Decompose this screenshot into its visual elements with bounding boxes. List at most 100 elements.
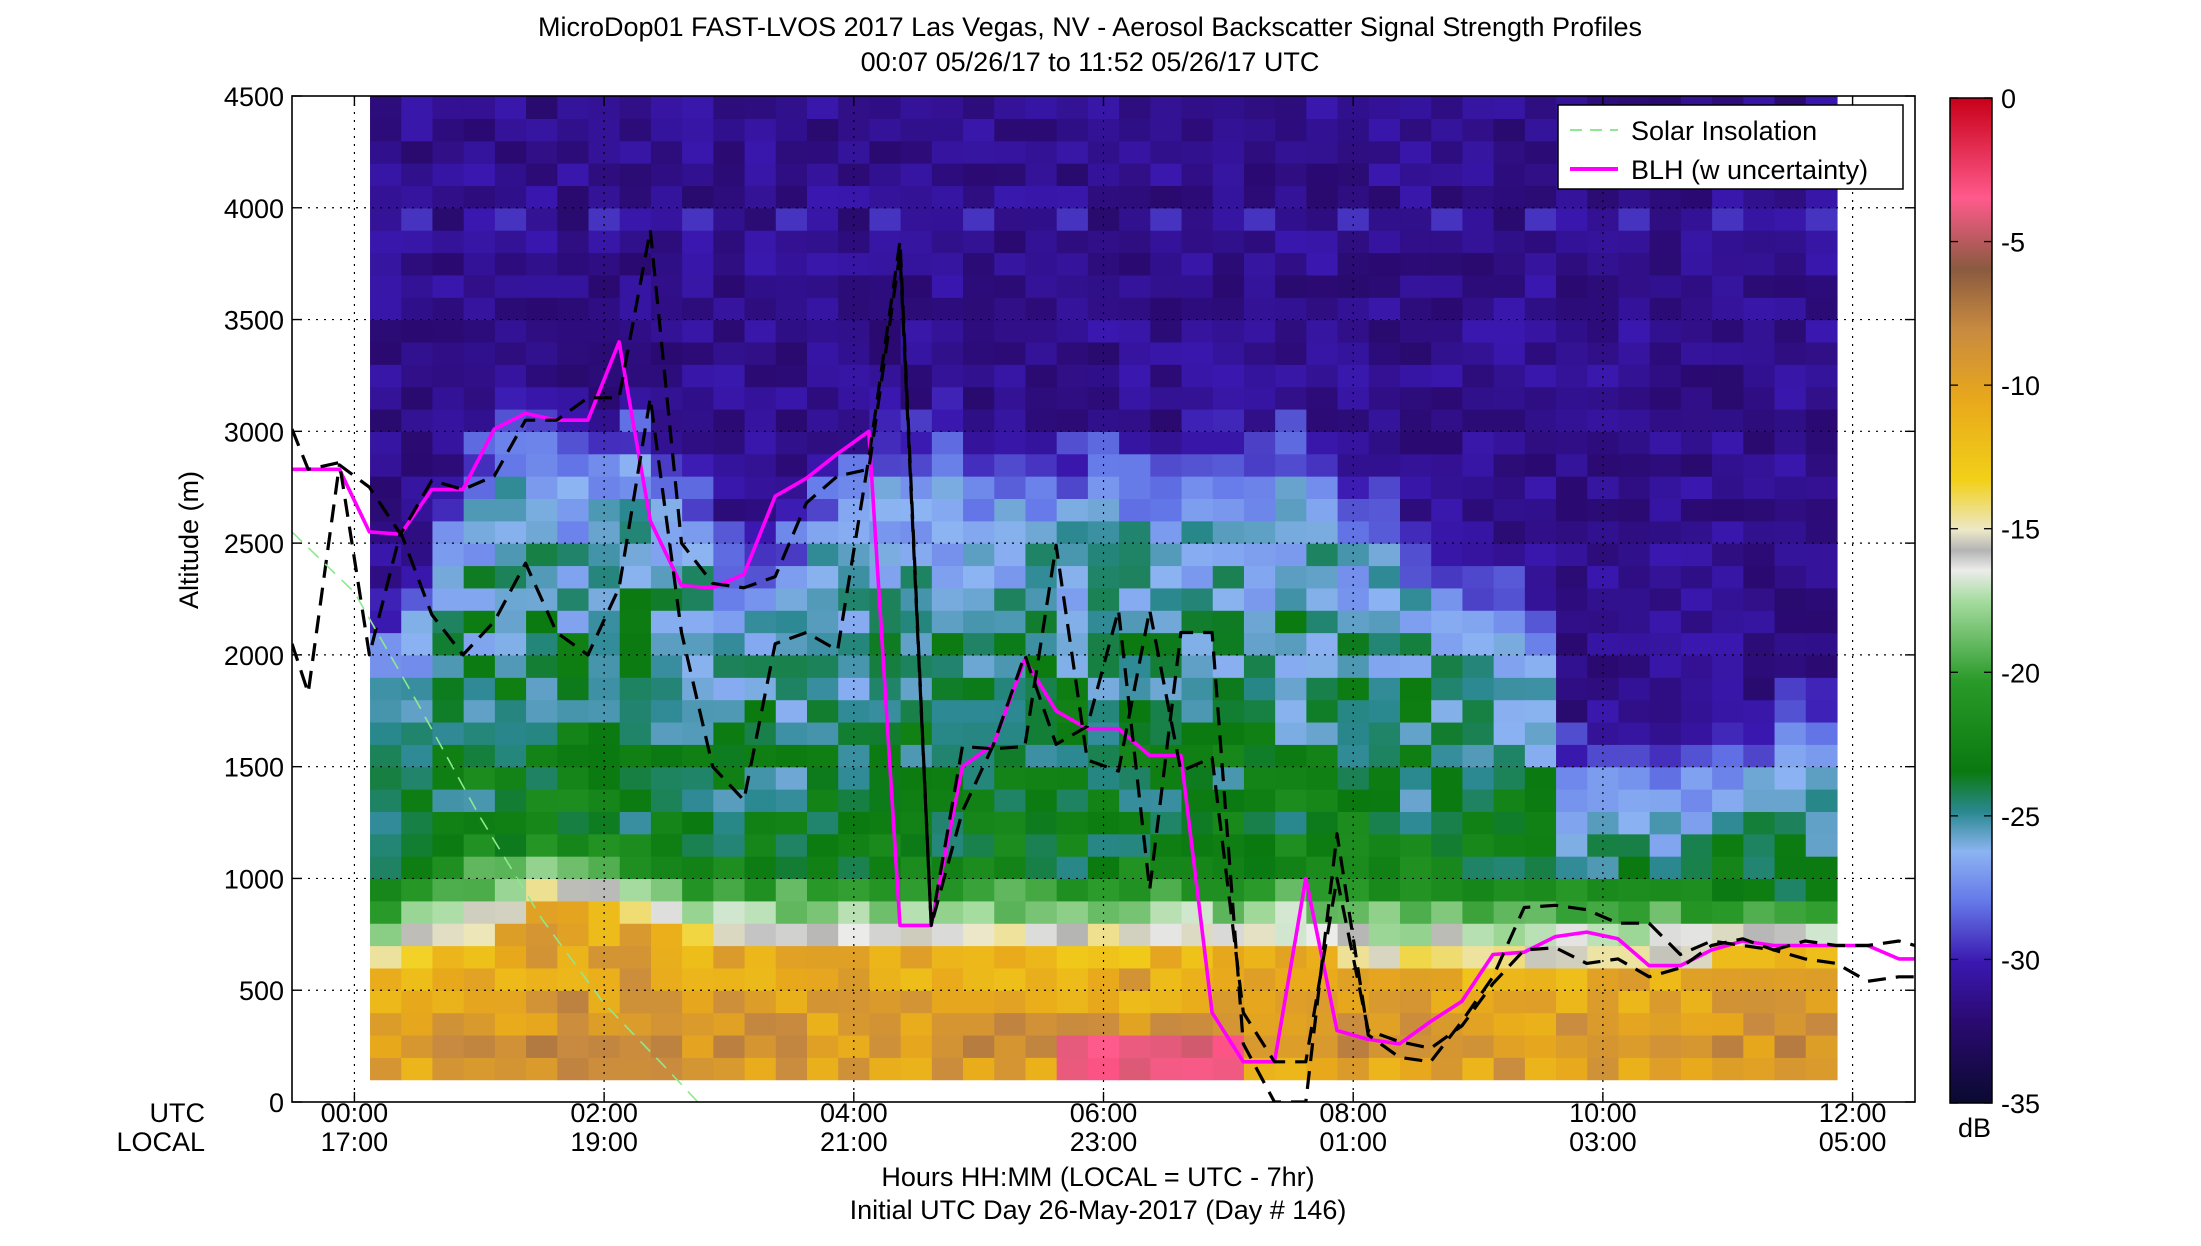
heatmap-cell	[1056, 610, 1089, 634]
heatmap-cell	[1306, 274, 1339, 298]
heatmap-cell	[557, 118, 590, 142]
heatmap-cell	[1805, 789, 1838, 812]
heatmap-cell	[1181, 1012, 1214, 1036]
heatmap-cell	[1243, 252, 1276, 276]
heatmap-cell	[463, 967, 496, 991]
heatmap-cell	[994, 967, 1027, 991]
heatmap-cell	[1431, 565, 1464, 589]
heatmap-cell	[1743, 721, 1776, 745]
heatmap-cell	[1524, 96, 1557, 119]
heatmap-cell	[994, 945, 1027, 969]
heatmap-cell	[1743, 945, 1776, 969]
heatmap-cell	[744, 1034, 777, 1058]
heatmap-cell	[1275, 923, 1307, 947]
heatmap-cell	[1743, 543, 1776, 567]
heatmap-cell	[650, 833, 683, 857]
heatmap-cell	[1462, 923, 1495, 947]
heatmap-cell	[1119, 923, 1151, 947]
heatmap-cell	[1805, 632, 1838, 656]
heatmap-cell	[1680, 543, 1713, 567]
heatmap-cell	[963, 207, 995, 231]
y-tick-label: 500	[239, 976, 284, 1006]
heatmap-cell	[806, 1057, 839, 1081]
heatmap-cell	[557, 744, 590, 768]
heatmap-cell	[463, 811, 496, 835]
heatmap-cell	[1025, 163, 1058, 187]
heatmap-cell	[1025, 386, 1058, 410]
heatmap-cell	[370, 476, 402, 499]
heatmap-cell	[1524, 252, 1557, 276]
heatmap-cell	[1431, 923, 1464, 947]
heatmap-cell	[401, 543, 434, 567]
heatmap-cell	[1337, 587, 1370, 611]
heatmap-cell	[526, 1012, 558, 1036]
heatmap-cell	[401, 900, 434, 924]
heatmap-cell	[588, 945, 621, 969]
heatmap-cell	[494, 1034, 527, 1058]
heatmap-cell	[1618, 364, 1651, 388]
heatmap-cell	[1087, 721, 1120, 745]
heatmap-cell	[1680, 319, 1713, 343]
heatmap-cell	[713, 721, 746, 745]
heatmap-cell	[526, 163, 558, 187]
heatmap-cell	[994, 453, 1027, 477]
heatmap-cell	[1212, 587, 1245, 611]
heatmap-cell	[931, 319, 964, 343]
heatmap-cell	[1493, 476, 1526, 499]
heatmap-cell	[557, 364, 590, 388]
heatmap-cell	[806, 565, 839, 589]
heatmap-cell	[1243, 140, 1276, 164]
heatmap-cell	[494, 297, 527, 321]
heatmap-cell	[1025, 878, 1058, 902]
heatmap-cell	[963, 923, 995, 947]
heatmap-cell	[494, 140, 527, 164]
heatmap-cell	[1025, 900, 1058, 924]
heatmap-cell	[1805, 565, 1838, 589]
heatmap-cell	[1212, 498, 1245, 522]
heatmap-cell	[650, 900, 683, 924]
heatmap-cell	[1712, 699, 1744, 723]
heatmap-cell	[1056, 1034, 1089, 1058]
heatmap-cell	[1649, 408, 1682, 432]
heatmap-cell	[713, 945, 746, 969]
heatmap-cell	[900, 721, 933, 745]
heatmap-cell	[1774, 945, 1807, 969]
heatmap-cell	[557, 878, 590, 902]
heatmap-cell	[370, 1034, 402, 1058]
heatmap-cell	[931, 1034, 964, 1058]
heatmap-cell	[682, 789, 714, 812]
heatmap-cell	[1119, 811, 1151, 835]
heatmap-cell	[650, 923, 683, 947]
heatmap-cell	[1649, 498, 1682, 522]
heatmap-cell	[463, 1057, 496, 1081]
heatmap-cell	[1275, 96, 1307, 119]
heatmap-cell	[1805, 744, 1838, 768]
heatmap-cell	[806, 96, 839, 119]
heatmap-cell	[1181, 654, 1214, 678]
heatmap-cell	[1337, 923, 1370, 947]
heatmap-cell	[775, 632, 808, 656]
heatmap-cell	[650, 431, 683, 455]
heatmap-cell	[1524, 721, 1557, 745]
heatmap-cell	[775, 185, 808, 209]
heatmap-cell	[588, 721, 621, 745]
heatmap-cell	[1212, 476, 1245, 499]
heatmap-cell	[401, 96, 434, 119]
heatmap-cell	[869, 96, 902, 119]
heatmap-cell	[588, 1034, 621, 1058]
heatmap-cell	[744, 252, 777, 276]
heatmap-cell	[1462, 520, 1495, 544]
heatmap-cell	[1306, 207, 1339, 231]
heatmap-cell	[619, 900, 652, 924]
heatmap-cell	[1431, 856, 1464, 880]
heatmap-cell	[1556, 386, 1588, 410]
heatmap-cell	[744, 207, 777, 231]
heatmap-cell	[432, 476, 465, 499]
heatmap-cell	[1493, 856, 1526, 880]
heatmap-cell	[463, 364, 496, 388]
heatmap-cell	[1275, 230, 1307, 254]
heatmap-cell	[557, 923, 590, 947]
heatmap-cell	[1587, 833, 1620, 857]
heatmap-cell	[713, 587, 746, 611]
heatmap-cell	[1743, 431, 1776, 455]
